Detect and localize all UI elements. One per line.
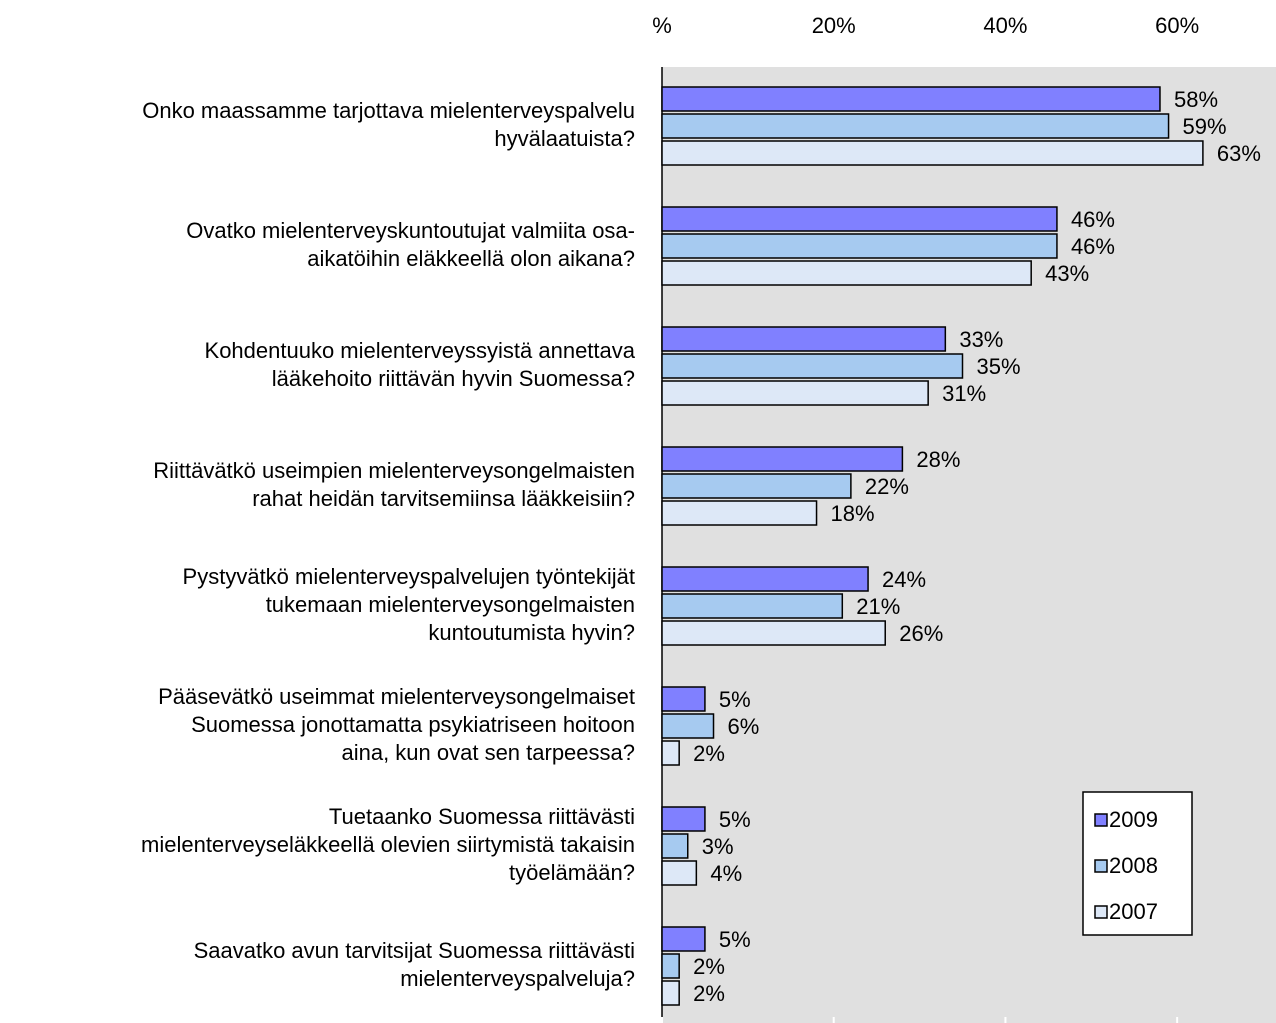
- category-line: aikatöihin eläkkeellä olon aikana?: [307, 246, 635, 271]
- legend-label: 2007: [1109, 899, 1158, 924]
- value-label: 33%: [959, 327, 1003, 352]
- bar: [661, 686, 706, 712]
- category-label: Tuetaanko Suomessa riittävästi mielenterv…: [141, 804, 635, 885]
- x-tick-label: 20%: [812, 13, 856, 38]
- category-line: Onko maassamme tarjottava mielenterveysp…: [142, 98, 635, 123]
- bar: [661, 713, 715, 739]
- category-line: lääkehoito riittävän hyvin Suomessa?: [272, 366, 635, 391]
- category-line: Saavatko avun tarvitsijat Suomessa riitt…: [194, 938, 635, 963]
- bar: [661, 86, 1161, 112]
- value-label: 18%: [831, 501, 875, 526]
- value-label: 6%: [728, 714, 760, 739]
- value-label: 22%: [865, 474, 909, 499]
- bar: [661, 740, 680, 766]
- bar: [661, 473, 852, 499]
- value-label: 31%: [942, 381, 986, 406]
- legend-swatch: [1094, 859, 1108, 873]
- bar: [661, 233, 1058, 259]
- value-label: 58%: [1174, 87, 1218, 112]
- category-line: Kohdentuuko mielenterveyssyistä annettav…: [205, 338, 636, 363]
- legend-label: 2009: [1109, 807, 1158, 832]
- bar: [661, 806, 706, 832]
- bar: [661, 926, 706, 952]
- value-label: 21%: [856, 594, 900, 619]
- value-label: 4%: [710, 861, 742, 886]
- bar: [661, 500, 818, 526]
- bar: [661, 620, 886, 646]
- bar: [661, 860, 698, 886]
- value-label: 5%: [719, 687, 751, 712]
- value-label: 35%: [977, 354, 1021, 379]
- bar: [661, 380, 929, 406]
- x-tick-label: %: [652, 13, 672, 38]
- bar: [661, 260, 1032, 286]
- value-label: 2%: [693, 741, 725, 766]
- value-label: 5%: [719, 807, 751, 832]
- category-line: aina, kun ovat sen tarpeessa?: [341, 740, 635, 765]
- category-line: Tuetaanko Suomessa riittävästi: [329, 804, 635, 829]
- bar: [661, 140, 1204, 166]
- category-label: Pystyvätkö mielenterveyspalvelujen työnt…: [183, 564, 635, 645]
- value-label: 2%: [693, 981, 725, 1006]
- category-line: Riittävätkö useimpien mielenterveysongel…: [153, 458, 635, 483]
- bar: [661, 953, 680, 979]
- category-label: Ovatko mielenterveyskuntoutujat valmiita…: [186, 218, 635, 271]
- category-line: Suomessa jonottamatta psykiatriseen hoit…: [191, 712, 635, 737]
- legend-label: 2008: [1109, 853, 1158, 878]
- value-label: 2%: [693, 954, 725, 979]
- value-label: 28%: [916, 447, 960, 472]
- bar: [661, 353, 964, 379]
- bar: [661, 113, 1170, 139]
- value-label: 59%: [1183, 114, 1227, 139]
- value-label: 46%: [1071, 207, 1115, 232]
- value-label: 46%: [1071, 234, 1115, 259]
- bar: [661, 206, 1058, 232]
- category-label: Onko maassamme tarjottava mielenterveysp…: [142, 98, 635, 151]
- bar: [661, 833, 689, 859]
- bar: [661, 446, 904, 472]
- category-line: tukemaan mielenterveysongelmaisten: [266, 592, 635, 617]
- category-label: Pääsevätkö useimmat mielenterveysongelma…: [158, 684, 635, 765]
- category-line: mielenterveyspalveluja?: [400, 966, 635, 991]
- category-label: Saavatko avun tarvitsijat Suomessa riitt…: [194, 938, 635, 991]
- value-label: 43%: [1045, 261, 1089, 286]
- bar: [661, 326, 947, 352]
- category-label: Kohdentuuko mielenterveyssyistä annettav…: [205, 338, 636, 391]
- value-label: 5%: [719, 927, 751, 952]
- value-label: 3%: [702, 834, 734, 859]
- bar: [661, 593, 844, 619]
- category-label: Riittävätkö useimpien mielenterveysongel…: [153, 458, 635, 511]
- category-line: Pystyvätkö mielenterveyspalvelujen työnt…: [183, 564, 635, 589]
- value-label: 24%: [882, 567, 926, 592]
- category-line: työelämään?: [509, 860, 635, 885]
- bar: [661, 566, 869, 592]
- value-label: 26%: [899, 621, 943, 646]
- legend-swatch: [1094, 905, 1108, 919]
- bar: [661, 980, 680, 1006]
- category-line: mielenterveyseläkkeellä olevien siirtymi…: [141, 832, 635, 857]
- category-line: rahat heidän tarvitsemiinsa lääkkeisiin?: [252, 486, 635, 511]
- category-line: kuntoutumista hyvin?: [428, 620, 635, 645]
- category-line: hyvälaatuista?: [494, 126, 635, 151]
- x-tick-label: 40%: [983, 13, 1027, 38]
- category-line: Pääsevätkö useimmat mielenterveysongelma…: [158, 684, 635, 709]
- category-line: Ovatko mielenterveyskuntoutujat valmiita…: [186, 218, 635, 243]
- legend-swatch: [1094, 813, 1108, 827]
- x-tick-label: 60%: [1155, 13, 1199, 38]
- value-label: 63%: [1217, 141, 1261, 166]
